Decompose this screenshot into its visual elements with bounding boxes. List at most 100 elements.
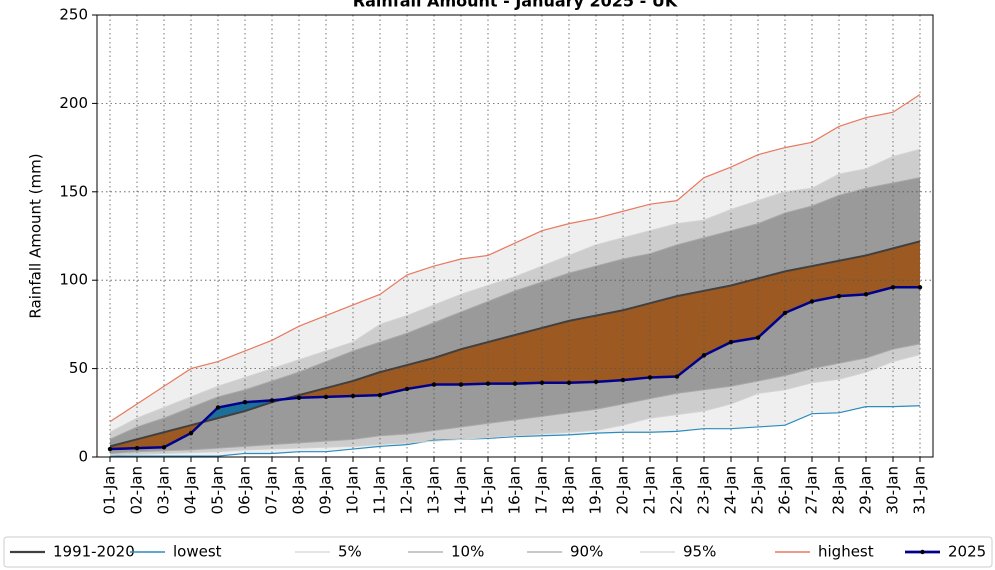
data-point [431,382,437,387]
anomaly-fill [893,241,920,288]
data-point [701,353,707,358]
anomaly-fill [866,248,893,295]
x-tick-label: 05-Jan [209,466,227,514]
x-tick-label: 16-Jan [506,466,524,514]
anomaly-fill [353,372,380,397]
anomaly-fill [488,335,515,384]
anomaly-fill [623,303,650,381]
x-tick-label: 06-Jan [236,466,254,514]
data-point [404,386,410,392]
anomaly-fill [731,278,758,343]
legend-label: 90% [570,543,603,561]
data-point [539,380,545,385]
anomaly-fill [596,310,623,382]
legend-marker [920,549,925,555]
data-point [674,374,680,379]
x-tick-label: 10-Jan [344,466,362,514]
y-tick-label: 250 [59,6,88,24]
data-point [593,379,599,385]
legend-label: 1991-2020 [53,543,135,561]
legend-label: 5% [338,543,362,561]
data-point [620,377,626,383]
data-point [863,292,869,297]
anomaly-fill [434,349,461,385]
data-point [566,380,572,385]
data-point [836,293,842,299]
y-axis-label: Rainfall Amount (mm) [27,153,45,318]
anomaly-fill [650,296,677,378]
y-tick-label: 200 [59,94,88,112]
y-tick-label: 50 [69,359,88,377]
series-line [110,405,921,457]
data-point [755,335,761,340]
data-point [350,393,356,399]
x-tick-label: 19-Jan [587,466,605,514]
data-point [161,445,167,450]
x-tick-label: 28-Jan [830,466,848,514]
x-tick-label: 22-Jan [668,466,686,514]
x-tick-label: 27-Jan [803,466,821,514]
anomaly-fill [569,315,596,383]
data-point [215,405,221,410]
anomaly-fill [137,432,164,449]
legend-label: highest [818,543,874,561]
data-point [188,430,194,436]
data-point [296,395,302,400]
legend-label: 95% [683,543,716,561]
data-point [269,398,275,403]
data-point [890,285,896,290]
data-point [134,445,140,451]
x-tick-label: 08-Jan [290,466,308,514]
anomaly-fill [677,290,704,377]
band-10-90 [110,177,920,454]
anomaly-fill [218,402,245,419]
x-tick-label: 07-Jan [263,466,281,514]
x-tick-label: 25-Jan [749,466,767,514]
x-tick-label: 15-Jan [479,466,497,514]
anomaly-fill [515,327,542,384]
y-tick-label: 100 [59,271,88,289]
x-tick-label: 03-Jan [155,466,173,514]
legend-label: 2025 [948,543,986,561]
x-tick-label: 01-Jan [101,466,119,514]
legend-label: lowest [173,543,222,561]
y-tick-label: 0 [78,448,88,466]
series-line [109,343,921,454]
anomaly-fill [542,320,569,383]
data-point [323,394,329,400]
data-point [107,446,113,452]
anomaly-fill [461,342,488,385]
x-tick-label: 31-Jan [911,466,929,514]
series-line [109,240,921,448]
data-point [809,299,815,304]
x-tick-label: 30-Jan [884,466,902,514]
data-point [782,310,788,316]
data-point [485,381,491,386]
x-tick-label: 21-Jan [641,466,659,514]
x-tick-label: 18-Jan [560,466,578,514]
data-point [728,339,734,345]
series-line [109,148,921,433]
chart-title: Rainfall Amount - January 2025 - UK [353,0,678,11]
x-tick-label: 04-Jan [182,466,200,514]
series-line [109,94,921,423]
x-tick-label: 09-Jan [317,466,335,514]
x-tick-label: 14-Jan [452,466,470,514]
x-tick-label: 12-Jan [398,466,416,514]
x-tick-label: 26-Jan [776,466,794,514]
legend-box [3,536,993,568]
x-tick-label: 13-Jan [425,466,443,514]
data-point [458,382,464,387]
x-tick-label: 17-Jan [533,466,551,514]
anomaly-fill [380,365,407,396]
data-point [917,285,923,290]
x-tick-label: 29-Jan [857,466,875,514]
data-point [512,381,518,386]
legend-label: 10% [451,543,484,561]
x-tick-label: 11-Jan [371,466,389,514]
anomaly-fill [407,357,434,389]
anomaly-fill [839,255,866,297]
data-point [647,375,653,380]
y-tick-label: 150 [59,182,88,200]
